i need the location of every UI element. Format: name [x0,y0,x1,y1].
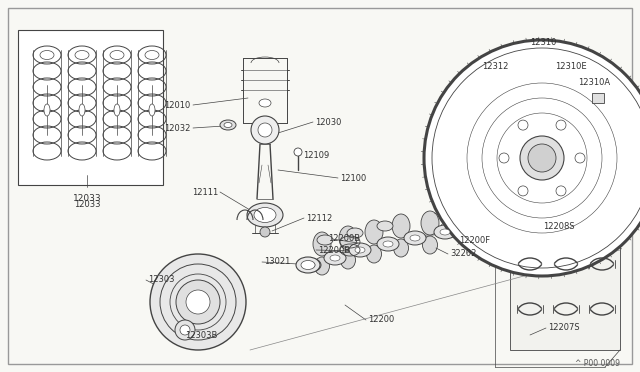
Circle shape [518,186,528,196]
Ellipse shape [149,104,155,116]
Ellipse shape [394,239,408,257]
Ellipse shape [347,228,363,238]
Text: 12109: 12109 [303,151,329,160]
Text: 12032: 12032 [164,124,190,132]
Circle shape [432,48,640,268]
Text: 12208S: 12208S [543,221,575,231]
Ellipse shape [301,260,315,269]
Ellipse shape [259,99,271,107]
Ellipse shape [377,237,399,251]
Text: 12310A: 12310A [578,77,610,87]
Ellipse shape [160,278,236,326]
Circle shape [556,186,566,196]
Circle shape [294,148,302,156]
Circle shape [424,40,640,276]
Ellipse shape [367,245,381,263]
Ellipse shape [314,257,330,275]
Ellipse shape [355,247,365,253]
Ellipse shape [340,251,355,269]
Circle shape [528,144,556,172]
Text: 12033: 12033 [74,199,100,208]
Text: 12303B: 12303B [185,330,218,340]
Text: 12310E: 12310E [555,61,587,71]
Text: 12200F: 12200F [459,235,490,244]
Ellipse shape [317,235,333,245]
Text: 12303: 12303 [148,276,175,285]
Ellipse shape [339,226,357,250]
Circle shape [575,153,585,163]
Text: 32202: 32202 [450,250,476,259]
Ellipse shape [254,208,276,222]
Ellipse shape [110,51,124,60]
Ellipse shape [434,225,456,239]
Circle shape [186,290,210,314]
Text: 12111: 12111 [192,187,218,196]
Circle shape [499,153,509,163]
Circle shape [452,68,632,248]
Bar [18,30,163,185]
Ellipse shape [224,122,232,128]
Ellipse shape [247,203,283,227]
Ellipse shape [220,120,236,130]
Ellipse shape [40,51,54,60]
Circle shape [518,120,528,130]
Circle shape [258,123,272,137]
Polygon shape [510,238,620,350]
Circle shape [150,254,246,350]
Ellipse shape [392,214,410,238]
Text: 12200B: 12200B [328,234,360,243]
Ellipse shape [377,221,393,231]
Text: 12112: 12112 [306,214,332,222]
Ellipse shape [313,232,331,256]
Ellipse shape [299,258,321,272]
Ellipse shape [349,243,371,257]
Ellipse shape [44,104,50,116]
Ellipse shape [440,229,450,235]
Ellipse shape [324,251,346,265]
Text: 12200: 12200 [368,315,394,324]
Circle shape [520,136,564,180]
Text: 12030: 12030 [315,118,341,126]
Text: ^ P00 0009: ^ P00 0009 [575,359,620,368]
Ellipse shape [422,236,438,254]
Ellipse shape [330,255,340,261]
Text: 12033: 12033 [73,193,101,202]
Circle shape [176,280,220,324]
Text: 12207S: 12207S [548,324,580,333]
Ellipse shape [421,211,439,235]
Ellipse shape [365,220,383,244]
Circle shape [180,325,190,335]
Text: 12310: 12310 [530,38,556,46]
Ellipse shape [383,241,393,247]
Circle shape [251,116,279,144]
Circle shape [175,320,195,340]
Text: 12312: 12312 [482,61,508,71]
Circle shape [556,120,566,130]
Text: 12010: 12010 [164,100,190,109]
Ellipse shape [296,257,320,273]
Text: 12100: 12100 [340,173,366,183]
Text: 12200B: 12200B [318,246,350,254]
Circle shape [260,227,270,237]
Ellipse shape [114,104,120,116]
Ellipse shape [145,51,159,60]
Ellipse shape [305,262,315,268]
Ellipse shape [75,51,89,60]
Bar [592,93,604,103]
Text: 13021: 13021 [264,257,291,266]
Ellipse shape [410,235,420,241]
Ellipse shape [404,231,426,245]
Ellipse shape [79,104,85,116]
